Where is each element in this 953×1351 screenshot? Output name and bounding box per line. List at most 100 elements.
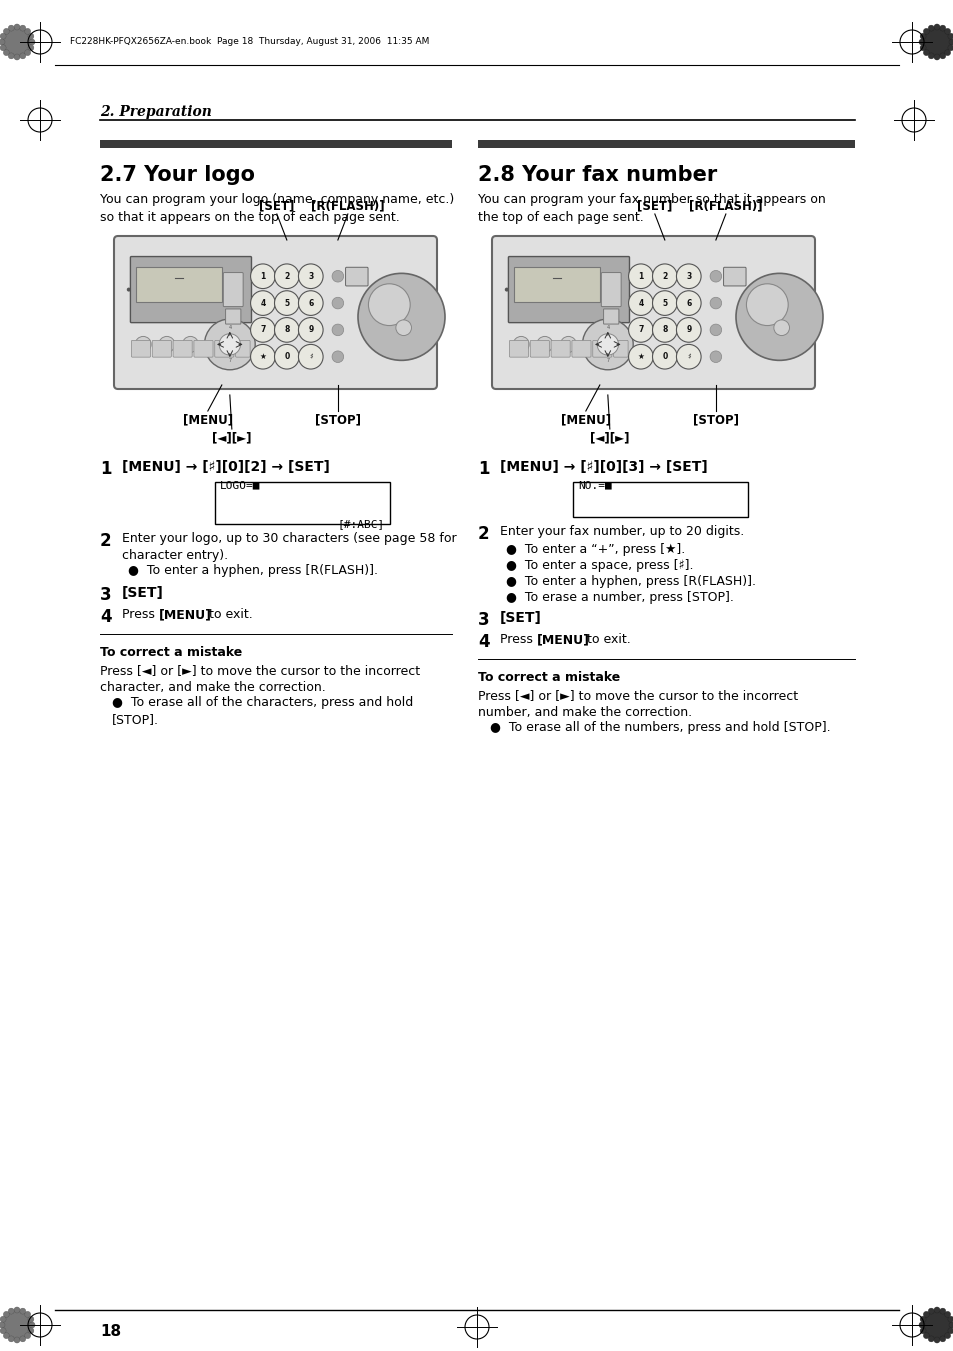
FancyBboxPatch shape	[193, 340, 213, 357]
Circle shape	[537, 336, 552, 353]
Circle shape	[923, 1332, 928, 1339]
Circle shape	[947, 1328, 953, 1333]
Text: 6: 6	[308, 299, 314, 308]
Text: 4: 4	[100, 608, 112, 626]
FancyBboxPatch shape	[592, 340, 611, 357]
Circle shape	[676, 263, 700, 289]
Circle shape	[251, 345, 274, 369]
Text: You can program your fax number so that it appears on
the top of each page sent.: You can program your fax number so that …	[477, 193, 825, 223]
Circle shape	[918, 1323, 924, 1328]
Text: LOGO=■: LOGO=■	[220, 480, 260, 490]
Text: 1: 1	[260, 272, 265, 281]
Circle shape	[676, 345, 700, 369]
Circle shape	[127, 288, 131, 292]
Circle shape	[0, 39, 5, 45]
Circle shape	[332, 324, 343, 335]
Circle shape	[3, 28, 30, 55]
Circle shape	[933, 54, 939, 59]
Text: [◄][►]: [◄][►]	[590, 431, 629, 444]
Text: ♯: ♯	[686, 353, 690, 361]
Text: ●  To erase a number, press [STOP].: ● To erase a number, press [STOP].	[505, 590, 733, 604]
Text: [R(FLASH)]: [R(FLASH)]	[688, 199, 761, 212]
Circle shape	[28, 34, 33, 39]
Text: 7: 7	[228, 358, 232, 363]
Circle shape	[25, 50, 30, 55]
Text: 0: 0	[284, 353, 289, 361]
Circle shape	[628, 345, 653, 369]
Circle shape	[4, 1332, 10, 1339]
Circle shape	[939, 1336, 944, 1342]
Circle shape	[14, 24, 20, 30]
Text: ★: ★	[637, 353, 643, 361]
Circle shape	[4, 50, 10, 55]
Circle shape	[628, 263, 653, 289]
Text: [STOP]: [STOP]	[314, 413, 360, 426]
Text: 2.7 Your logo: 2.7 Your logo	[100, 165, 254, 185]
Circle shape	[14, 54, 20, 59]
Circle shape	[939, 1308, 944, 1315]
Circle shape	[0, 1323, 5, 1328]
Circle shape	[357, 273, 444, 361]
Text: [STOP]: [STOP]	[692, 413, 738, 426]
Circle shape	[274, 345, 299, 369]
Circle shape	[0, 1328, 6, 1333]
Text: [MENU]: [MENU]	[537, 634, 589, 646]
Circle shape	[927, 26, 933, 31]
Text: Enter your fax number, up to 20 digits.: Enter your fax number, up to 20 digits.	[499, 526, 743, 538]
Circle shape	[933, 1306, 939, 1313]
FancyBboxPatch shape	[235, 340, 250, 357]
Bar	[136, 267, 222, 303]
Circle shape	[28, 1316, 33, 1323]
Circle shape	[9, 53, 14, 59]
Text: 5: 5	[284, 299, 289, 308]
Text: 2.8 Your fax number: 2.8 Your fax number	[477, 165, 717, 185]
Text: 2: 2	[661, 272, 667, 281]
Text: ●  To enter a hyphen, press [R(FLASH)].: ● To enter a hyphen, press [R(FLASH)].	[128, 563, 377, 577]
Text: 7: 7	[260, 326, 265, 335]
Circle shape	[943, 28, 949, 34]
Text: ●  To enter a space, press [♯].: ● To enter a space, press [♯].	[505, 559, 693, 571]
Text: 2. Preparation: 2. Preparation	[100, 105, 212, 119]
Circle shape	[20, 26, 26, 31]
Circle shape	[920, 1316, 925, 1323]
FancyBboxPatch shape	[152, 340, 172, 357]
Circle shape	[332, 351, 343, 362]
Text: ♯: ♯	[309, 353, 313, 361]
Text: Press [◄] or [►] to move the cursor to the incorrect
number, and make the correc: Press [◄] or [►] to move the cursor to t…	[477, 689, 798, 719]
Circle shape	[920, 1328, 925, 1333]
Circle shape	[918, 39, 924, 45]
Text: [SET]: [SET]	[637, 199, 672, 212]
Circle shape	[0, 34, 6, 39]
Text: You can program your logo (name, company name, etc.)
so that it appears on the t: You can program your logo (name, company…	[100, 193, 454, 223]
FancyBboxPatch shape	[722, 267, 745, 286]
Circle shape	[25, 1332, 30, 1339]
Text: to exit.: to exit.	[205, 608, 253, 621]
Circle shape	[9, 26, 14, 31]
Circle shape	[9, 1336, 14, 1342]
Circle shape	[298, 345, 323, 369]
Circle shape	[735, 273, 822, 361]
FancyBboxPatch shape	[132, 340, 151, 357]
Text: To correct a mistake: To correct a mistake	[477, 671, 619, 684]
Text: 4: 4	[605, 326, 609, 331]
Text: 1: 1	[477, 459, 489, 478]
Circle shape	[923, 1310, 950, 1339]
FancyBboxPatch shape	[492, 236, 814, 389]
Circle shape	[597, 334, 618, 355]
Circle shape	[395, 320, 411, 335]
Circle shape	[251, 317, 274, 342]
Text: to exit.: to exit.	[582, 634, 630, 646]
Text: Enter your logo, up to 30 characters (see page 58 for
character entry).: Enter your logo, up to 30 characters (se…	[122, 532, 456, 562]
FancyBboxPatch shape	[600, 273, 620, 307]
FancyBboxPatch shape	[214, 340, 233, 357]
Circle shape	[652, 317, 677, 342]
Text: 3: 3	[685, 272, 691, 281]
FancyBboxPatch shape	[131, 257, 252, 323]
Circle shape	[4, 1312, 10, 1317]
Circle shape	[933, 1337, 939, 1343]
Bar	[514, 267, 599, 303]
Circle shape	[709, 270, 720, 282]
Text: [SET]: [SET]	[259, 199, 294, 212]
Circle shape	[927, 1308, 933, 1315]
Text: Press: Press	[122, 608, 159, 621]
